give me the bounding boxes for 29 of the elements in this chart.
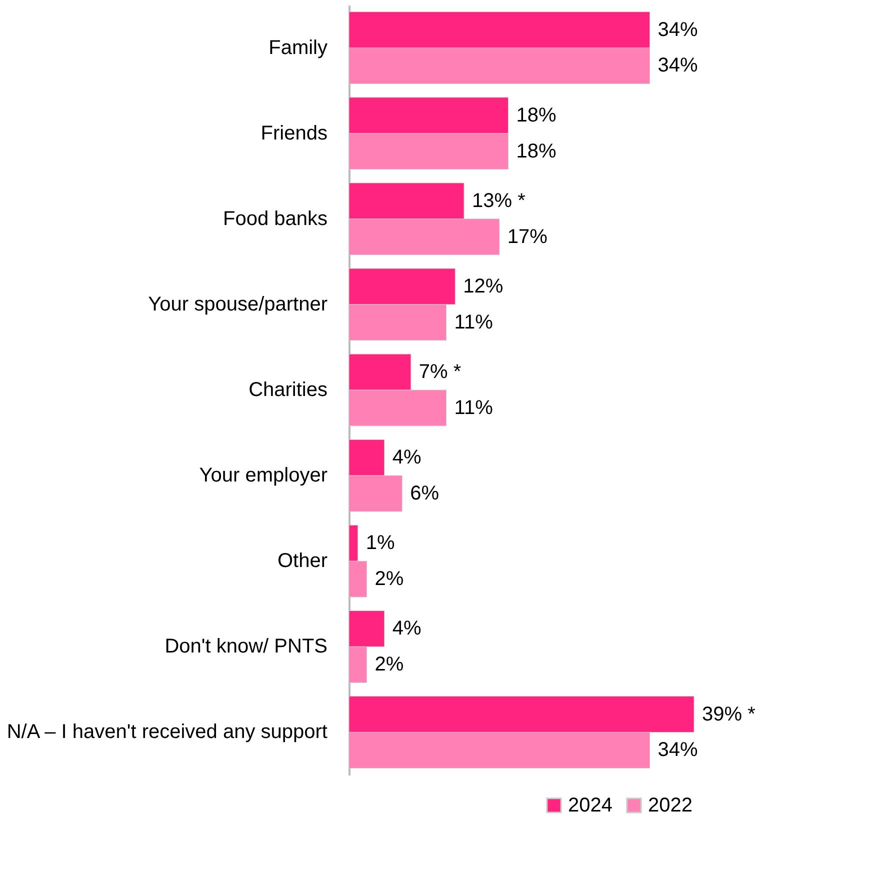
y-tick-label: Don't know/ PNTS [164, 636, 328, 658]
data-label: 7% * [418, 361, 462, 384]
y-tick-label: Your employer [199, 464, 328, 487]
y-tick-label: N/A – I haven't received any support [6, 721, 328, 744]
y-tick-label: Your spouse/partner [148, 293, 328, 316]
data-label: 39% * [702, 703, 756, 726]
data-label: 11% [454, 311, 494, 334]
data-label: 2% [374, 568, 404, 590]
data-label: 4% [392, 618, 422, 640]
y-tick-label: Other [277, 550, 328, 572]
data-label: 34% [658, 18, 698, 41]
data-label: 34% [658, 54, 698, 77]
y-tick-label: Charities [248, 379, 328, 401]
data-label: 34% [658, 739, 698, 762]
y-tick-label: Family [268, 36, 328, 59]
data-label: 1% [366, 532, 395, 554]
legend-label: 2024 [568, 794, 612, 816]
y-tick-label: Friends [260, 122, 328, 144]
data-label: 18% [516, 140, 556, 162]
y-tick-label: Food banks [222, 208, 328, 230]
data-label: 18% [516, 104, 556, 126]
data-label: 6% [410, 482, 440, 505]
data-label: 4% [392, 446, 422, 469]
data-label: 11% [454, 396, 494, 419]
data-label: 17% [507, 226, 548, 248]
legend-label: 2022 [648, 794, 692, 816]
data-label: 12% [463, 275, 504, 298]
data-label: 13% * [472, 190, 526, 212]
data-label: 2% [374, 654, 404, 676]
